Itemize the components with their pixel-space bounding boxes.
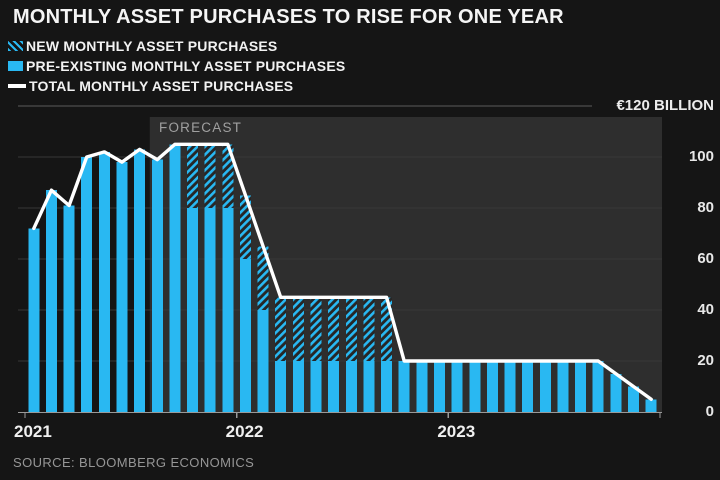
bar-pre-existing (310, 361, 322, 412)
bar-pre-existing (63, 205, 75, 412)
bar-new (310, 297, 322, 361)
legend-item-pre-existing-purchases: PRE-EXISTING MONTHLY ASSET PURCHASES (8, 56, 345, 76)
bar-pre-existing (239, 259, 251, 412)
bar-new (222, 144, 234, 208)
bar-pre-existing (222, 208, 234, 412)
bar-new (187, 144, 199, 208)
bar-pre-existing (45, 190, 57, 412)
bar-pre-existing (275, 361, 287, 412)
bar-pre-existing (28, 228, 40, 412)
bar-pre-existing (257, 310, 269, 412)
bar-new (257, 246, 269, 310)
legend: NEW MONTHLY ASSET PURCHASES PRE-EXISTING… (8, 36, 345, 96)
bar-pre-existing (592, 361, 604, 412)
bar-pre-existing (416, 361, 428, 412)
bar-pre-existing (557, 361, 569, 412)
bar-new (275, 297, 287, 361)
bar-pre-existing (187, 208, 199, 412)
bar-pre-existing (628, 386, 640, 412)
bar-new (381, 297, 393, 361)
bar-pre-existing (539, 361, 551, 412)
bar-pre-existing (81, 157, 93, 412)
bar-pre-existing (645, 399, 657, 412)
source-note: SOURCE: BLOOMBERG ECONOMICS (13, 455, 255, 470)
bar-pre-existing (116, 162, 128, 412)
legend-item-new-purchases: NEW MONTHLY ASSET PURCHASES (8, 36, 345, 56)
y-axis-tick-label: 60 (697, 250, 714, 267)
bar-pre-existing (345, 361, 357, 412)
bar-pre-existing (398, 361, 410, 412)
bar-pre-existing (151, 159, 163, 412)
solid-swatch-icon (8, 61, 23, 71)
bar-new (328, 297, 340, 361)
line-swatch-icon (8, 84, 26, 88)
bar-pre-existing (381, 361, 393, 412)
bar-new (292, 297, 304, 361)
y-axis-unit-label: €120 BILLION (616, 97, 714, 114)
legend-label: TOTAL MONTHLY ASSET PURCHASES (29, 78, 294, 94)
y-axis-tick-label: 80 (697, 199, 714, 216)
bar-pre-existing (328, 361, 340, 412)
x-axis-year-label: 2023 (437, 422, 476, 441)
bar-new (363, 297, 375, 361)
total-line (32, 142, 653, 401)
legend-label: NEW MONTHLY ASSET PURCHASES (26, 38, 278, 54)
legend-item-total-purchases: TOTAL MONTHLY ASSET PURCHASES (8, 76, 345, 96)
bar-new (204, 144, 216, 208)
y-axis-tick-label: 40 (697, 301, 714, 318)
bar-pre-existing (469, 361, 481, 412)
bar-pre-existing (363, 361, 375, 412)
bar-pre-existing (204, 208, 216, 412)
page-title: MONTHLY ASSET PURCHASES TO RISE FOR ONE … (13, 6, 564, 28)
x-axis-year-label: 2022 (225, 422, 264, 441)
bar-pre-existing (98, 151, 110, 412)
bar-new (239, 195, 251, 259)
bar-pre-existing (134, 149, 146, 412)
y-axis-tick-label: 100 (688, 148, 714, 165)
y-axis-tick-label: 20 (697, 352, 714, 369)
hatched-swatch-icon (8, 41, 23, 51)
bar-pre-existing (504, 361, 516, 412)
forecast-label: FORECAST (159, 120, 243, 135)
bar-pre-existing (292, 361, 304, 412)
bar-pre-existing (451, 361, 463, 412)
bar-pre-existing (486, 361, 498, 412)
bar-pre-existing (433, 361, 445, 412)
bar-pre-existing (575, 361, 587, 412)
bar-pre-existing (610, 373, 622, 412)
y-axis-tick-label: 0 (705, 403, 714, 420)
x-axis-year-label: 2021 (14, 422, 52, 441)
bar-pre-existing (169, 144, 181, 412)
bar-new (345, 297, 357, 361)
legend-label: PRE-EXISTING MONTHLY ASSET PURCHASES (26, 58, 346, 74)
bar-pre-existing (522, 361, 534, 412)
